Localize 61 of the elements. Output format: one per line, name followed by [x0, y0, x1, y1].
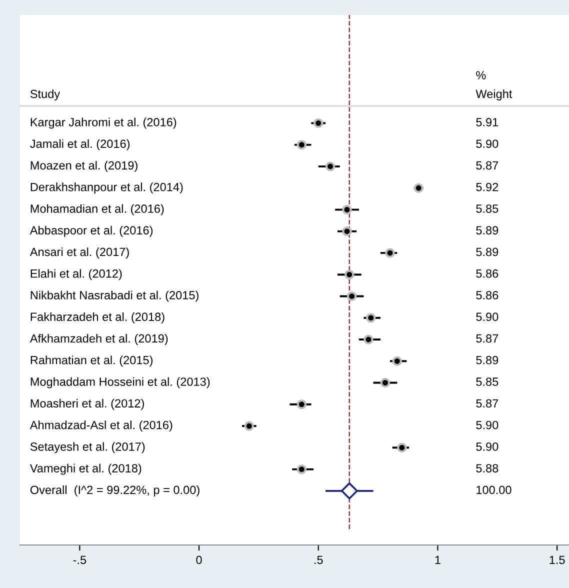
annotation: 5.87: [476, 334, 498, 343]
annotation: 5.86: [476, 291, 498, 300]
point: [296, 400, 307, 410]
y-tick-label: Elahi et al. (2012): [30, 269, 122, 280]
annotation: 5.87: [476, 399, 498, 408]
point: [397, 442, 407, 452]
point: [366, 313, 376, 323]
annotation: 5.90: [476, 442, 498, 451]
point: [296, 140, 307, 150]
y-tick-label: Moasheri et al. (2012): [30, 398, 144, 410]
annotation: 5.91: [476, 118, 498, 126]
point: [296, 464, 307, 474]
point: [364, 334, 374, 344]
point: [314, 118, 324, 128]
y-tick-label: Nikbakht Nasrabadi et al. (2015): [30, 290, 198, 302]
annotation: 5.90: [476, 140, 498, 148]
annotation: 5.86: [476, 269, 498, 278]
annotation: 5.92: [476, 182, 498, 192]
y-tick-label: Jamali et al. (2016): [30, 139, 130, 150]
x-tick-label: .5: [314, 556, 323, 564]
point: [342, 226, 352, 236]
point: [346, 291, 357, 302]
x-tick-label: -.5: [73, 556, 86, 564]
y-tick-label: Mohamadian et al. (2016): [30, 204, 164, 216]
y-tick-label: Overall (I^2 = 99.22%, p = 0.00): [30, 485, 200, 496]
y-tick-label: Afkhamzadeh et al. (2019): [30, 334, 168, 345]
annotation: 5.85: [476, 204, 498, 213]
annotation: 5.87: [476, 161, 498, 170]
y-tick-label: Ansari et al. (2017): [30, 247, 129, 258]
annotation: 5.90: [476, 312, 498, 322]
annotation: 5.85: [476, 378, 498, 386]
x-tick-label: 0: [196, 556, 202, 564]
y-tick-label: Ahmadzad-Asl et al. (2016): [30, 420, 172, 432]
point: [344, 270, 354, 280]
point: [385, 248, 395, 258]
y-tick-label: Rahmatian et al. (2015): [30, 356, 153, 367]
text: % Weight: [476, 71, 512, 100]
annotation: 5.89: [476, 356, 498, 364]
point: [340, 482, 358, 500]
y-tick-label: Fakharzadeh et al. (2018): [30, 312, 164, 324]
y-tick-label: Moghaddam Hosseini et al. (2013): [30, 377, 210, 388]
point: [342, 204, 352, 215]
x-tick-label: 1.5: [550, 556, 565, 564]
y-tick-label: Moazen et al. (2019): [30, 160, 138, 172]
annotation: 100.00: [476, 486, 512, 494]
annotation: 5.90: [476, 420, 498, 430]
y-tick-label: Setayesh et al. (2017): [30, 442, 145, 454]
annotation: 5.89: [476, 226, 498, 234]
y-tick-label: Kargar Jahromi et al. (2016): [30, 118, 176, 129]
point: [380, 378, 390, 388]
point: [414, 183, 424, 193]
y-tick-label: Vameghi et al. (2018): [30, 464, 142, 475]
x-tick-label: 1: [435, 556, 440, 564]
annotation: 5.88: [476, 464, 498, 472]
y-tick-label: Abbaspoor et al. (2016): [30, 226, 153, 237]
point: [392, 356, 402, 366]
text: Study: [30, 89, 60, 100]
point: [325, 162, 336, 172]
point: [244, 421, 254, 431]
y-tick-label: Derakhshanpour et al. (2014): [30, 182, 183, 194]
annotation: 5.89: [476, 248, 498, 256]
